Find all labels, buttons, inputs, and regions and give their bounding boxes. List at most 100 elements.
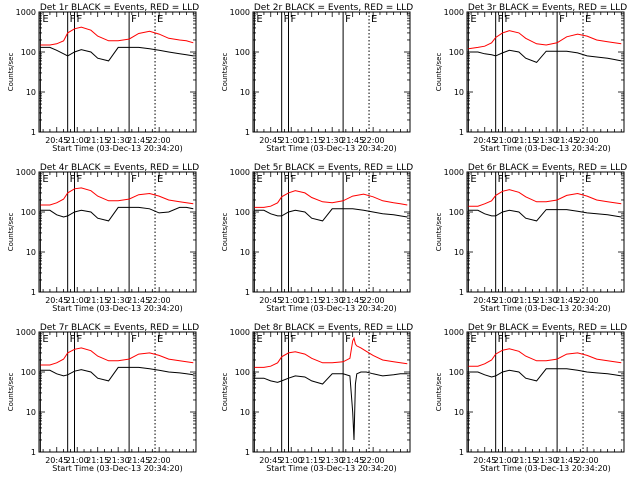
y-tick-label: 10 [454, 408, 464, 417]
y-tick-label: 1 [31, 128, 36, 137]
x-tick-label: 21:15 [514, 456, 537, 465]
detector-panel-1: Det 1r BLACK = Events, RED = LLD 1 10 100 10… [7, 3, 199, 153]
lld-series-line [468, 30, 622, 50]
marker-label: F [345, 174, 351, 185]
panel-title: Det 7r BLACK = Events, RED = LLD [40, 323, 199, 333]
panel-title: Det 8r BLACK = Events, RED = LLD [254, 323, 413, 333]
x-tick-label: 21:00 [494, 296, 517, 305]
x-axis-label: Start Time (03-Dec-13 20:34:20) [52, 464, 183, 473]
events-series-line [468, 209, 622, 222]
marker-label: E [157, 334, 163, 345]
marker-label: F [345, 14, 351, 25]
marker-label: F [559, 174, 565, 185]
x-tick-label: 22:00 [148, 456, 171, 465]
x-tick-label: 20:45 [45, 456, 68, 465]
detector-panel-7: Det 7r BLACK = Events, RED = LLD 1 10 100 10… [7, 323, 199, 473]
x-tick-label: 21:30 [107, 136, 130, 145]
y-tick-label: 100 [21, 368, 36, 377]
marker-label: E [470, 334, 476, 345]
y-tick-label: 1000 [16, 168, 36, 177]
plot-frame [38, 331, 197, 453]
panel-title: Det 1r BLACK = Events, RED = LLD [40, 3, 199, 13]
y-tick-label: 1000 [230, 8, 250, 17]
marker-label: F [131, 174, 137, 185]
y-tick-label: 100 [449, 48, 464, 57]
marker-label: F [290, 174, 296, 185]
events-series-line [468, 368, 622, 382]
lld-series-line [40, 347, 194, 366]
y-tick-label: 100 [235, 48, 250, 57]
x-tick-label: 22:00 [362, 456, 385, 465]
y-axis-label: Counts/sec [7, 213, 15, 252]
x-tick-label: 21:00 [66, 456, 89, 465]
marker-label: F [76, 174, 82, 185]
marker-label: E [157, 174, 163, 185]
x-tick-label: 21:15 [300, 296, 323, 305]
y-tick-label: 1000 [230, 168, 250, 177]
panel-title: Det 9r BLACK = Events, RED = LLD [468, 323, 627, 333]
x-tick-label: 21:00 [280, 296, 303, 305]
y-axis-label: Counts/sec [7, 53, 15, 92]
x-tick-label: 21:15 [86, 296, 109, 305]
plot-frame [38, 171, 197, 293]
x-tick-label: 20:45 [45, 296, 68, 305]
detector-panel-9: Det 9r BLACK = Events, RED = LLD 1 10 100 10… [435, 323, 627, 473]
marker-label: F [498, 14, 504, 25]
marker-label: F [70, 174, 76, 185]
y-tick-label: 1000 [230, 328, 250, 337]
plot-frame [466, 331, 625, 453]
y-tick-label: 10 [240, 248, 250, 257]
lld-series-line [254, 190, 408, 208]
marker-label: F [345, 334, 351, 345]
x-axis-label: Start Time (03-Dec-13 20:34:20) [480, 304, 611, 313]
x-tick-label: 21:30 [321, 136, 344, 145]
x-tick-label: 22:00 [362, 296, 385, 305]
marker-label: F [504, 174, 510, 185]
marker-label: F [504, 14, 510, 25]
y-axis-label: Counts/sec [7, 373, 15, 412]
y-tick-label: 100 [449, 208, 464, 217]
x-tick-label: 21:15 [300, 456, 323, 465]
marker-label: F [70, 334, 76, 345]
y-tick-label: 1 [459, 448, 464, 457]
x-tick-label: 22:00 [576, 296, 599, 305]
y-axis-label: Counts/sec [221, 213, 229, 252]
marker-label: E [585, 14, 591, 25]
marker-label: F [504, 334, 510, 345]
panel-title: Det 2r BLACK = Events, RED = LLD [254, 3, 413, 13]
lld-series-line [468, 348, 622, 367]
x-axis-label: Start Time (03-Dec-13 20:34:20) [52, 144, 183, 153]
marker-label: F [284, 174, 290, 185]
y-tick-label: 1 [245, 288, 250, 297]
y-tick-label: 1000 [444, 168, 464, 177]
y-tick-label: 1 [459, 288, 464, 297]
x-tick-label: 21:45 [341, 296, 364, 305]
x-tick-label: 21:15 [300, 136, 323, 145]
y-tick-label: 100 [21, 48, 36, 57]
x-tick-label: 21:30 [321, 296, 344, 305]
detector-panel-5: Det 5r BLACK = Events, RED = LLD 1 10 100 10… [221, 163, 413, 313]
x-axis-label: Start Time (03-Dec-13 20:34:20) [52, 304, 183, 313]
y-axis-label: Counts/sec [435, 213, 443, 252]
marker-label: F [290, 14, 296, 25]
x-tick-label: 21:00 [66, 136, 89, 145]
y-axis-label: Counts/sec [435, 53, 443, 92]
y-tick-label: 1 [245, 448, 250, 457]
x-tick-label: 20:45 [259, 296, 282, 305]
lld-series-line [40, 26, 194, 46]
y-tick-label: 100 [235, 368, 250, 377]
marker-label: F [284, 334, 290, 345]
x-tick-label: 21:30 [535, 296, 558, 305]
x-tick-label: 21:00 [280, 136, 303, 145]
x-tick-label: 20:45 [45, 136, 68, 145]
y-tick-label: 100 [21, 208, 36, 217]
lld-series-line [468, 189, 622, 207]
marker-label: F [284, 14, 290, 25]
y-tick-label: 10 [240, 408, 250, 417]
x-axis-label: Start Time (03-Dec-13 20:34:20) [480, 144, 611, 153]
x-tick-label: 22:00 [148, 296, 171, 305]
marker-label: F [559, 14, 565, 25]
y-tick-label: 1000 [444, 8, 464, 17]
plot-frame [466, 11, 625, 133]
